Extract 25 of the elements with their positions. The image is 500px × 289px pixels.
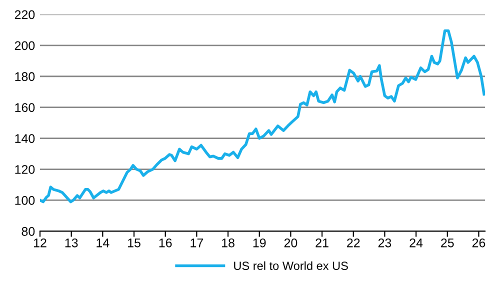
x-tick-label: 19 xyxy=(253,238,266,248)
x-tick-label: 18 xyxy=(222,238,234,248)
y-tick-label: 140 xyxy=(15,134,35,143)
line-series xyxy=(40,29,485,204)
y-tick-label: 120 xyxy=(15,165,35,174)
x-tick-label: 17 xyxy=(190,238,204,248)
legend-label: US rel to World ex US xyxy=(234,261,348,270)
x-tick-label: 15 xyxy=(128,238,140,248)
x-tick-label: 26 xyxy=(472,238,486,248)
y-tick-label: 220 xyxy=(14,10,35,20)
x-tick-label: 13 xyxy=(65,238,78,248)
x-tick-label: 20 xyxy=(284,238,298,248)
y-tick-label: 80 xyxy=(22,227,35,236)
x-tick-label: 21 xyxy=(316,238,328,248)
y-tick-label: 100 xyxy=(15,196,35,205)
x-tick-label: 23 xyxy=(378,238,392,248)
y-tick-label: 160 xyxy=(15,103,35,112)
x-tick-label: 22 xyxy=(347,238,360,248)
x-tick-label: 12 xyxy=(34,238,46,248)
x-tick-label: 14 xyxy=(96,238,110,248)
x-tick-label: 24 xyxy=(410,238,423,248)
y-tick-label: 180 xyxy=(15,72,35,82)
x-tick-label: 16 xyxy=(159,238,172,248)
x-tick-label: 25 xyxy=(441,238,454,248)
y-tick-label: 200 xyxy=(14,41,35,50)
